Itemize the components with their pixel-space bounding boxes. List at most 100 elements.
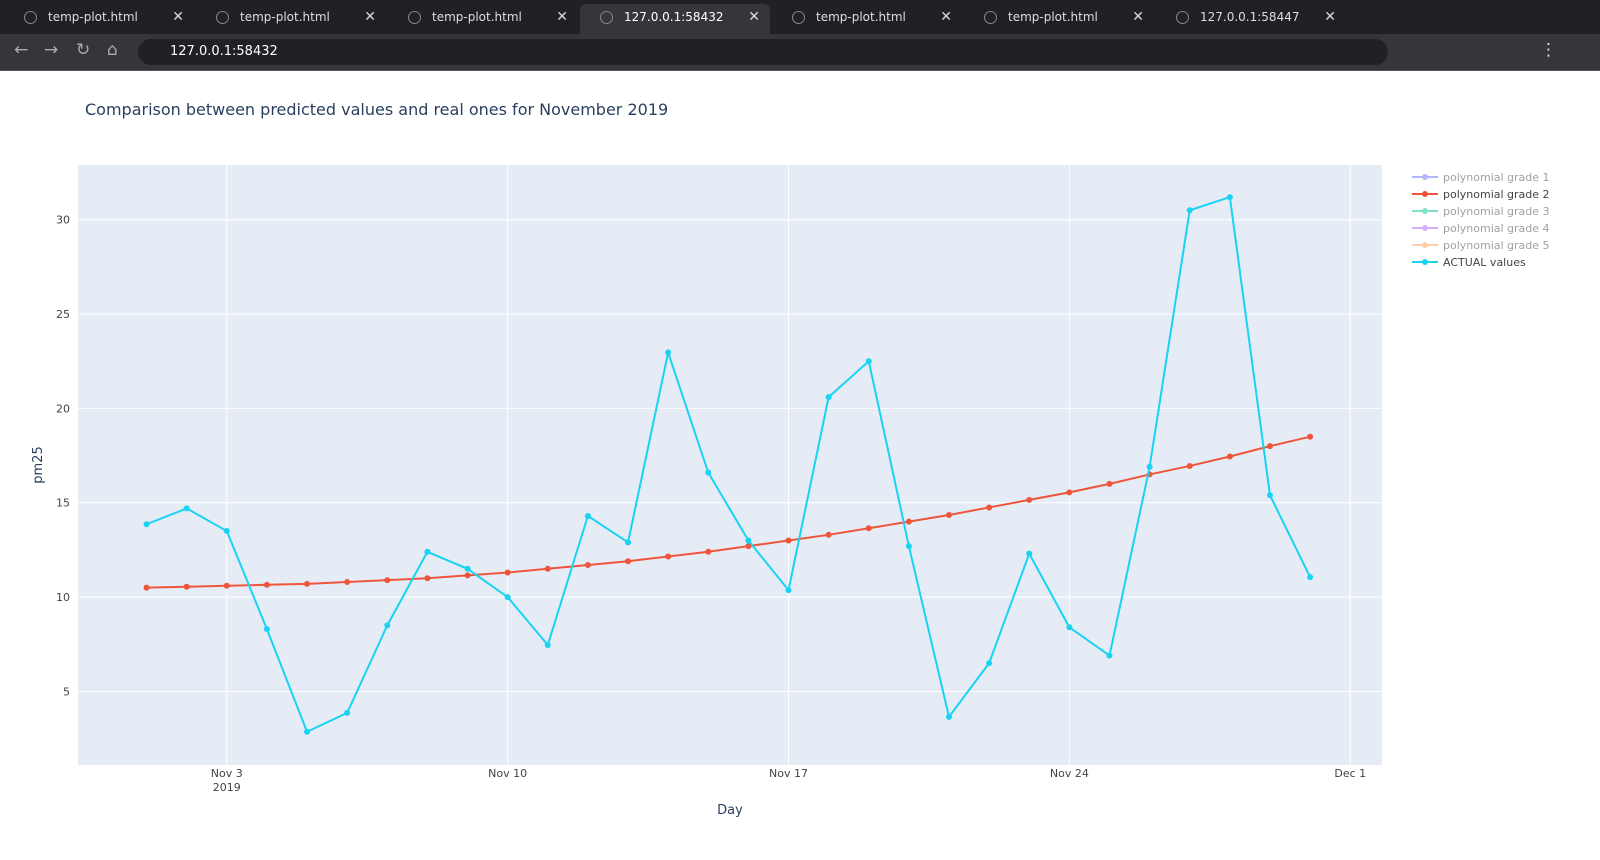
back-button[interactable]: ← [14, 40, 29, 60]
data-point [785, 587, 792, 594]
legend-label: ACTUAL values [1443, 256, 1526, 269]
data-point [986, 504, 993, 511]
series-group [143, 194, 1314, 735]
legend-item[interactable]: polynomial grade 5 [1412, 239, 1550, 252]
data-point [544, 642, 551, 648]
data-point [1026, 550, 1033, 557]
x-tick-label: Nov 24 [1050, 767, 1089, 780]
toolbar: ← → ↻ ⌂ 127.0.0.1:58432 ⋮ [0, 34, 1600, 71]
data-point [865, 525, 872, 532]
y-axis-label: pm25 [31, 446, 46, 483]
tab[interactable]: temp-plot.html ✕ [772, 4, 962, 34]
tab-close[interactable]: ✕ [556, 9, 568, 25]
data-point [1066, 624, 1073, 631]
chart: Comparison between predicted values and … [31, 100, 1550, 818]
tab[interactable]: 127.0.0.1:58447 ✕ [1156, 4, 1346, 34]
tab-close[interactable]: ✕ [748, 9, 760, 25]
data-point [905, 518, 912, 525]
legend-marker [1422, 174, 1428, 180]
legend-marker [1422, 191, 1428, 197]
data-point [304, 728, 311, 735]
x-tick-label: Nov 10 [488, 767, 527, 780]
address-bar[interactable]: 127.0.0.1:58432 [138, 39, 1388, 65]
legend-item[interactable]: polynomial grade 1 [1412, 171, 1550, 184]
data-point [183, 505, 190, 512]
data-point [785, 537, 792, 544]
data-point [625, 539, 632, 546]
y-tick-label: 20 [56, 402, 70, 415]
data-point [263, 626, 270, 633]
legend-item[interactable]: polynomial grade 2 [1412, 188, 1550, 201]
tab-close[interactable]: ✕ [940, 9, 952, 25]
plot-area [78, 165, 1382, 765]
menu-button[interactable]: ⋮ [1540, 40, 1557, 60]
data-point [143, 584, 150, 591]
legend-marker [1422, 225, 1428, 231]
tab-title: 127.0.0.1:58432 [624, 10, 724, 24]
legend-item[interactable]: polynomial grade 3 [1412, 205, 1550, 218]
data-point [183, 583, 190, 590]
data-point [946, 512, 953, 518]
data-point [665, 553, 672, 560]
legend-marker [1422, 242, 1428, 248]
data-point [745, 537, 752, 544]
tab[interactable]: 127.0.0.1:58432 ✕ [580, 4, 770, 34]
tab-title: temp-plot.html [816, 10, 906, 24]
data-point [263, 581, 270, 588]
data-point [1266, 443, 1273, 450]
data-point [625, 558, 632, 565]
legend-marker [1422, 208, 1428, 214]
tab-title: temp-plot.html [240, 10, 330, 24]
home-button[interactable]: ⌂ [107, 40, 118, 60]
data-point [223, 582, 230, 589]
legend-item[interactable]: ACTUAL values [1412, 256, 1526, 269]
data-point [1026, 496, 1033, 503]
tab-close[interactable]: ✕ [364, 9, 376, 25]
y-tick-label: 15 [56, 497, 70, 510]
data-point [344, 709, 351, 716]
legend-item[interactable]: polynomial grade 4 [1412, 222, 1550, 235]
data-point [905, 543, 912, 550]
data-point [1146, 463, 1153, 470]
data-point [825, 531, 832, 538]
legend-label: polynomial grade 5 [1443, 239, 1550, 252]
data-point [1186, 462, 1193, 469]
tab[interactable]: temp-plot.html ✕ [196, 4, 386, 34]
data-point [1307, 433, 1314, 440]
data-point [424, 548, 431, 555]
x-tick-year: 2019 [213, 781, 241, 794]
data-point [143, 521, 150, 528]
data-point [1226, 453, 1233, 460]
data-point [1186, 207, 1193, 214]
data-point [745, 543, 752, 550]
grid [78, 165, 1382, 765]
tab-icon [792, 11, 805, 24]
forward-button[interactable]: → [44, 40, 59, 60]
tab[interactable]: temp-plot.html ✕ [964, 4, 1154, 34]
data-point [1106, 480, 1113, 487]
y-tick-label: 30 [56, 214, 70, 227]
series-line [146, 435, 1311, 589]
legend-label: polynomial grade 3 [1443, 205, 1550, 218]
data-point [384, 622, 391, 629]
tab-close[interactable]: ✕ [1324, 9, 1336, 25]
tab-icon [984, 11, 997, 24]
data-point [1307, 574, 1314, 581]
data-point [504, 569, 511, 576]
tab-icon [600, 11, 613, 24]
data-point [584, 562, 591, 568]
data-point [705, 469, 712, 476]
tab-close[interactable]: ✕ [172, 9, 184, 25]
tab-strip: temp-plot.html ✕ temp-plot.html ✕ temp-plot.… [0, 0, 1600, 34]
tab-icon [24, 11, 37, 24]
legend-label: polynomial grade 4 [1443, 222, 1550, 235]
tab[interactable]: temp-plot.html ✕ [4, 4, 194, 34]
y-tick-label: 5 [63, 685, 70, 698]
reload-button[interactable]: ↻ [76, 40, 91, 60]
tab[interactable]: temp-plot.html ✕ [388, 4, 578, 34]
tab-close[interactable]: ✕ [1132, 9, 1144, 25]
legend-marker [1422, 259, 1428, 265]
data-point [223, 528, 230, 535]
data-point [1266, 492, 1273, 499]
series-line [146, 195, 1312, 734]
